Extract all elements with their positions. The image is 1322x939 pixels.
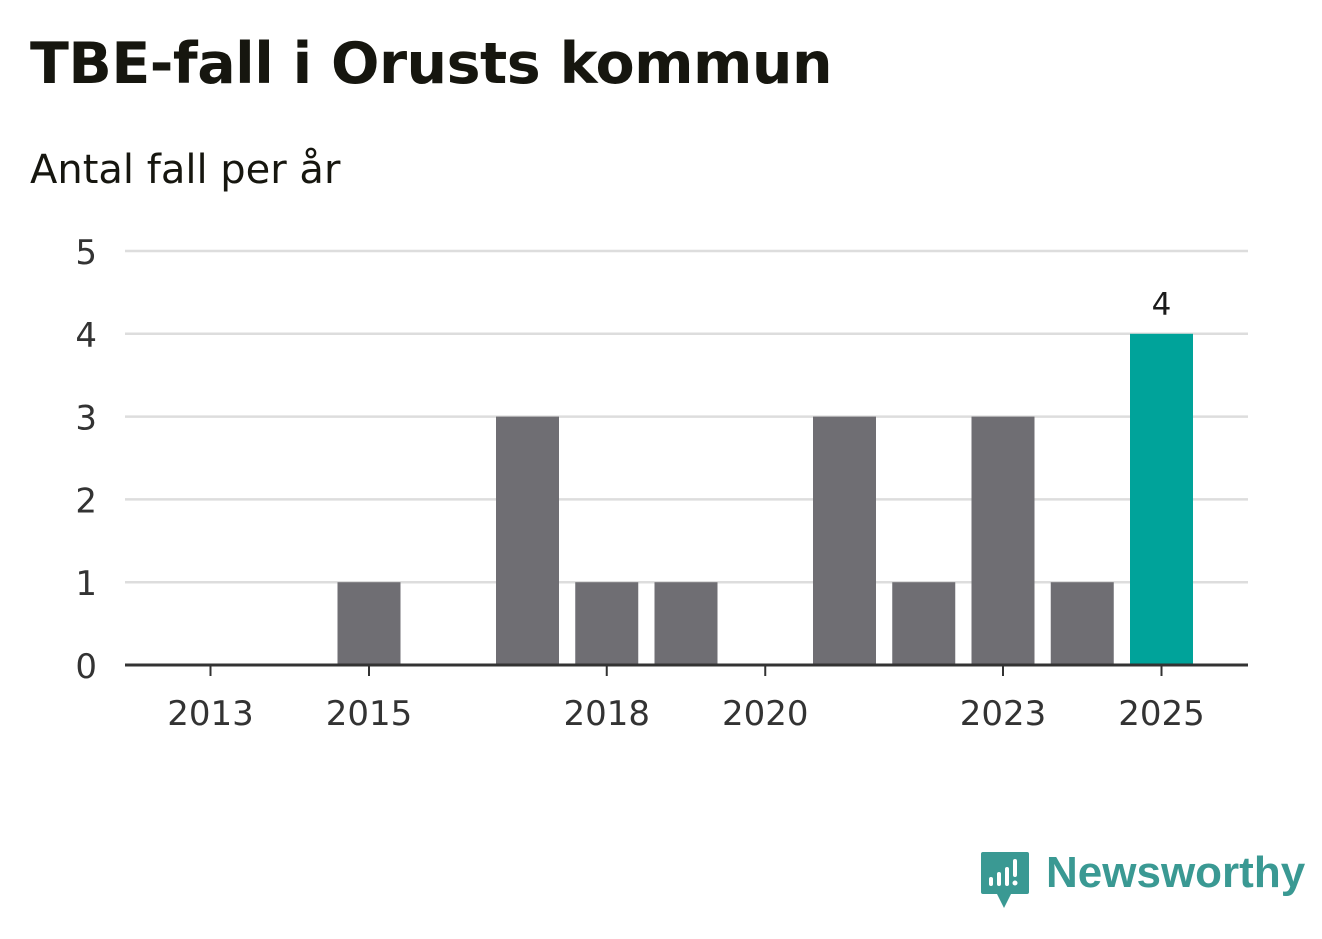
y-tick-label: 3 (75, 399, 97, 439)
brand-logo: Newsworthy (980, 850, 1305, 910)
bar-2023 (971, 416, 1035, 665)
y-tick-label: 4 (75, 316, 97, 356)
chart-title: TBE-fall i Orusts kommun (30, 31, 833, 97)
bar-2019 (654, 582, 718, 665)
bars (337, 333, 1193, 665)
y-tick-label: 5 (75, 233, 97, 273)
gridlines (125, 249, 1248, 584)
bar-2024 (1050, 582, 1114, 665)
x-tick-label: 2013 (167, 694, 254, 734)
y-tick-label: 2 (75, 481, 97, 521)
y-tick-label: 1 (75, 564, 97, 604)
data-labels: 4 (1152, 287, 1172, 323)
bar-2017 (496, 416, 559, 665)
x-tick-label: 2025 (1118, 694, 1205, 734)
x-tick-label: 2018 (563, 694, 650, 734)
bar-2025 (1130, 333, 1193, 665)
data-label: 4 (1152, 287, 1172, 323)
x-tick-label: 2015 (326, 694, 413, 734)
x-axis (125, 663, 1248, 676)
brand-name: Newsworthy (1046, 848, 1306, 897)
chart-subtitle: Antal fall per år (30, 147, 341, 193)
y-tick-label: 0 (75, 647, 97, 687)
x-axis-tick-labels: 2013 2015 2018 2020 2023 2025 (167, 694, 1205, 734)
x-tick-label: 2023 (960, 694, 1047, 734)
bar-2022 (892, 582, 956, 665)
bar-2021 (813, 416, 876, 665)
bar-2018 (575, 582, 639, 665)
x-tick-label: 2020 (722, 694, 809, 734)
y-axis-tick-labels: 0 1 2 3 4 5 (75, 233, 97, 687)
newsworthy-logo-icon (981, 852, 1029, 908)
bar-2015 (337, 582, 401, 665)
